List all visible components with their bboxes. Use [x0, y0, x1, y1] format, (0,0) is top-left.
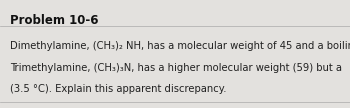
- Text: Dimethylamine, (CH₃)₂ NH, has a molecular weight of 45 and a boiling point of 7.: Dimethylamine, (CH₃)₂ NH, has a molecula…: [10, 41, 350, 51]
- Text: Trimethylamine, (CH₃)₃N, has a higher molecular weight (59) but a: Trimethylamine, (CH₃)₃N, has a higher mo…: [10, 63, 346, 73]
- Text: (3.5 °C). Explain this apparent discrepancy.: (3.5 °C). Explain this apparent discrepa…: [10, 84, 227, 94]
- Text: Problem 10-6: Problem 10-6: [10, 14, 99, 26]
